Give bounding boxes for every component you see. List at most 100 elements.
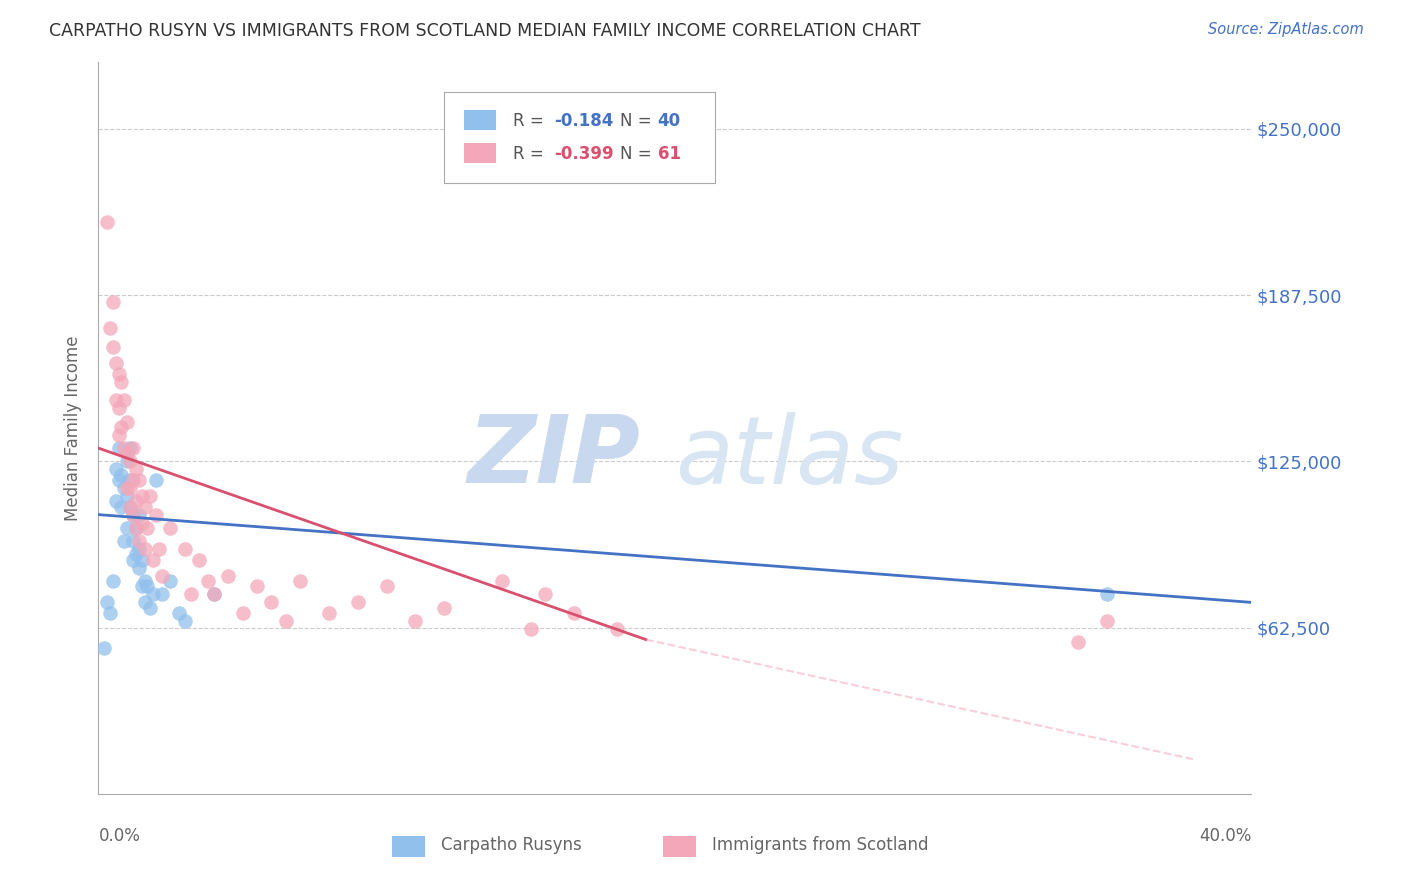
Point (159, 521, 181, 535)
Point (202, 587, 225, 601)
Point (128, 508, 150, 522)
Point (107, 367, 129, 381)
Point (110, 500, 132, 514)
Point (120, 473, 142, 487)
Point (96, 595, 118, 609)
Text: N =: N = (620, 112, 657, 130)
Point (131, 489, 153, 503)
Text: R =: R = (513, 112, 550, 130)
Text: R =: R = (513, 145, 550, 163)
Point (128, 534, 150, 549)
Point (197, 574, 219, 588)
Text: Carpatho Rusyns: Carpatho Rusyns (441, 836, 582, 854)
Point (148, 542, 170, 557)
FancyBboxPatch shape (664, 837, 696, 857)
Point (136, 579, 159, 593)
Y-axis label: Median Family Income: Median Family Income (65, 335, 83, 521)
Point (606, 622, 628, 636)
Point (562, 606, 585, 620)
Point (202, 587, 225, 601)
Point (112, 481, 135, 495)
Point (122, 508, 145, 522)
Text: 61: 61 (658, 145, 681, 163)
Text: 40: 40 (658, 112, 681, 130)
Point (1097, 587, 1119, 601)
Text: ZIP: ZIP (467, 411, 640, 503)
Point (120, 500, 142, 514)
Point (101, 294, 124, 309)
Text: Source: ZipAtlas.com: Source: ZipAtlas.com (1208, 22, 1364, 37)
Point (217, 568, 239, 582)
Text: -0.399: -0.399 (554, 145, 613, 163)
FancyBboxPatch shape (392, 837, 425, 857)
Point (128, 473, 150, 487)
Text: N =: N = (620, 145, 657, 163)
Point (104, 356, 127, 370)
Point (139, 489, 162, 503)
Point (246, 579, 269, 593)
Point (96, 215, 118, 229)
Point (167, 606, 190, 620)
Point (117, 454, 139, 468)
Point (405, 614, 427, 628)
Point (122, 508, 145, 522)
Point (134, 595, 156, 609)
Point (131, 579, 153, 593)
Point (145, 508, 167, 522)
Point (520, 622, 543, 636)
Point (274, 614, 297, 628)
Point (98, 606, 121, 620)
Point (120, 454, 142, 468)
Text: Immigrants from Scotland: Immigrants from Scotland (711, 836, 928, 854)
Text: -0.184: -0.184 (554, 112, 613, 130)
Point (107, 441, 129, 455)
Point (101, 340, 124, 354)
Point (134, 574, 156, 588)
Point (260, 595, 283, 609)
Point (117, 521, 139, 535)
Point (174, 542, 197, 557)
Point (150, 587, 173, 601)
Point (107, 427, 129, 442)
Point (318, 606, 340, 620)
Point (290, 574, 312, 588)
Text: 0.0%: 0.0% (98, 827, 141, 845)
Point (120, 441, 142, 455)
Point (125, 462, 148, 476)
Point (159, 574, 181, 588)
Point (112, 534, 135, 549)
Point (122, 441, 145, 455)
Point (110, 375, 132, 389)
Point (142, 553, 165, 567)
Text: 40.0%: 40.0% (1199, 827, 1251, 845)
Point (375, 579, 398, 593)
Point (534, 587, 557, 601)
Point (112, 393, 135, 408)
Point (134, 542, 156, 557)
Point (104, 494, 127, 508)
FancyBboxPatch shape (444, 92, 716, 183)
Point (1067, 635, 1090, 649)
Point (231, 606, 254, 620)
Text: atlas: atlas (675, 412, 903, 503)
Point (117, 481, 139, 495)
Point (101, 574, 124, 588)
Point (142, 587, 165, 601)
Point (1097, 614, 1119, 628)
Point (174, 614, 197, 628)
Point (122, 553, 145, 567)
Point (136, 521, 159, 535)
Point (128, 542, 150, 557)
FancyBboxPatch shape (464, 110, 496, 130)
Point (128, 561, 150, 575)
Point (112, 441, 135, 455)
Point (104, 462, 127, 476)
Point (122, 534, 145, 549)
Point (93, 640, 115, 655)
Point (131, 516, 153, 530)
Point (110, 467, 132, 482)
Point (433, 600, 456, 615)
Point (117, 446, 139, 460)
Point (104, 393, 127, 408)
Point (125, 494, 148, 508)
